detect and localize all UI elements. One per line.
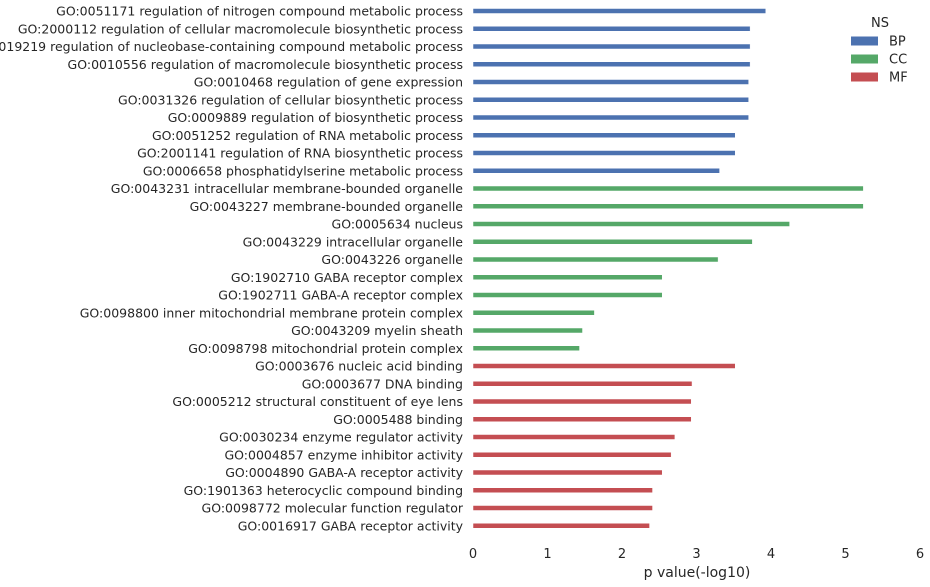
category-label: GO:0004857 enzyme inhibitor activity (224, 447, 463, 462)
x-tick-label: 0 (469, 547, 477, 562)
category-label: GO:0003677 DNA binding (302, 376, 463, 391)
legend-label-bp: BP (889, 35, 906, 50)
bar-bp-3 (472, 61, 751, 67)
category-label: GO:0016917 GABA receptor activity (238, 518, 464, 533)
bar-cc-10 (472, 185, 864, 192)
bar-bp-6 (472, 114, 749, 121)
category-label: GO:0051252 regulation of RNA metabolic p… (152, 128, 463, 143)
x-tick-label: 6 (916, 547, 924, 562)
category-label: GO:0003676 nucleic acid binding (255, 359, 463, 374)
x-tick-label: 4 (767, 547, 775, 562)
bar-mf-25 (472, 452, 672, 458)
legend-title: NS (871, 16, 889, 31)
category-label: GO:0043231 intracellular membrane-bounde… (111, 181, 464, 196)
category-label: GO:0005634 nucleus (332, 217, 463, 232)
x-tick-label: 5 (841, 547, 849, 562)
bar-mf-22 (472, 398, 692, 405)
category-label: GO:2000112 regulation of cellular macrom… (18, 21, 463, 36)
bar-bp-2 (472, 43, 751, 50)
category-label: GO:0098798 mitochondrial protein complex (188, 341, 463, 356)
category-label: GO:0031326 regulation of cellular biosyn… (118, 92, 463, 107)
bar-bp-8 (472, 150, 736, 156)
bars-layer (472, 8, 864, 529)
category-label: GO:0005488 binding (333, 412, 463, 427)
bar-cc-19 (472, 345, 580, 351)
category-label: GO:0098800 inner mitochondrial membrane … (80, 305, 463, 320)
legend: NS BP CC MF (851, 16, 908, 86)
x-axis-ticks: 0 1 2 3 4 5 6 (469, 547, 924, 562)
legend-entries: BP CC MF (851, 35, 908, 86)
bar-cc-16 (472, 292, 663, 298)
category-label: GO:0043209 myelin sheath (291, 323, 463, 338)
category-label: GO:0043226 organelle (321, 252, 463, 267)
bar-cc-17 (472, 310, 595, 316)
bar-mf-23 (472, 416, 692, 422)
bar-bp-0 (472, 8, 767, 14)
bar-cc-12 (472, 221, 790, 227)
category-label: GO:0043229 intracellular organelle (243, 234, 464, 249)
bar-bp-9 (472, 168, 720, 174)
category-label: GO:0004890 GABA-A receptor activity (225, 465, 463, 480)
bar-cc-15 (472, 274, 663, 280)
category-label: GO:2001141 regulation of RNA biosyntheti… (137, 146, 463, 161)
category-label: GO:0009889 regulation of biosynthetic pr… (168, 110, 463, 125)
bar-mf-28 (472, 505, 653, 511)
legend-swatch-mf (851, 72, 878, 82)
category-label: GO:0051171 regulation of nitrogen compou… (56, 4, 463, 19)
bar-mf-29 (472, 523, 650, 529)
legend-swatch-cc (851, 54, 878, 64)
category-label: GO:0006658 phosphatidylserine metabolic … (143, 163, 463, 178)
category-labels: GO:0051171 regulation of nitrogen compou… (0, 4, 464, 534)
x-tick-label: 2 (618, 547, 626, 562)
x-axis-title: p value(-log10) (644, 565, 751, 581)
legend-label-cc: CC (889, 53, 907, 68)
legend-swatch-bp (851, 36, 878, 46)
bar-cc-14 (472, 256, 719, 263)
bar-bp-5 (472, 97, 749, 103)
category-label: GO:0010468 regulation of gene expression (194, 75, 463, 90)
bar-cc-11 (472, 203, 864, 209)
category-label: GO:0043227 membrane-bounded organelle (190, 199, 464, 214)
bar-mf-27 (472, 487, 653, 493)
x-tick-label: 3 (692, 547, 700, 562)
category-label: GO:0005212 structural constituent of eye… (172, 394, 463, 409)
bar-cc-13 (472, 239, 753, 245)
category-label: GO:1901363 heterocyclic compound binding (184, 483, 463, 498)
bar-mf-24 (472, 434, 676, 440)
bar-bp-4 (472, 79, 749, 85)
category-label: GO:1902710 GABA receptor complex (231, 270, 463, 285)
bar-cc-18 (472, 327, 583, 334)
bar-mf-20 (472, 363, 736, 369)
category-label: GO:0030234 enzyme regulator activity (219, 430, 463, 445)
legend-label-mf: MF (889, 71, 908, 86)
category-label: GO:1902711 GABA-A receptor complex (218, 288, 463, 303)
x-tick-label: 1 (543, 547, 551, 562)
bar-mf-21 (472, 381, 693, 387)
bar-bp-1 (472, 26, 751, 32)
bar-bp-7 (472, 132, 736, 138)
category-label: GO:0098772 molecular function regulator (202, 501, 464, 516)
category-label: GO:0019219 regulation of nucleobase-cont… (0, 39, 463, 54)
bar-mf-26 (472, 469, 663, 476)
category-label: GO:0010556 regulation of macromolecule b… (68, 57, 463, 72)
